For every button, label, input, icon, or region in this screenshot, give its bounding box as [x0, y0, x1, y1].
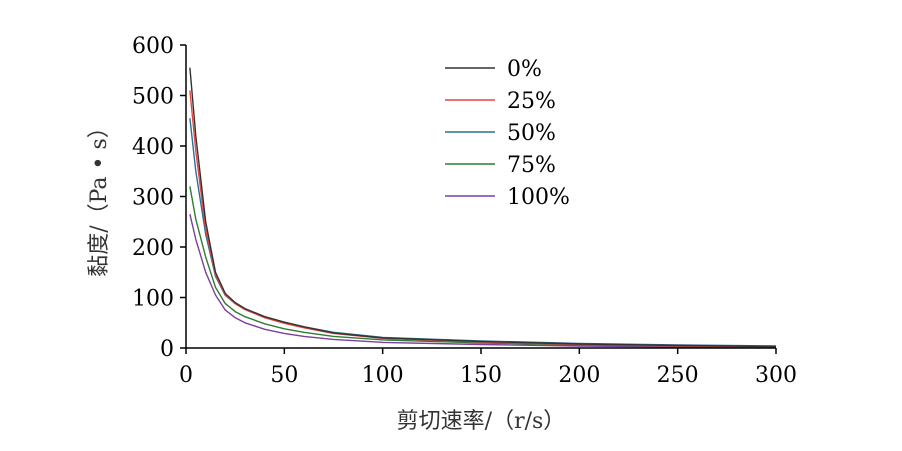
y-axis-title: 黏度/（Pa • s） [87, 116, 112, 277]
y-axis-ticks: 0 100 200 300 400 500 600 [132, 34, 186, 362]
plot-lines [189, 67, 777, 349]
y-tick-label: 600 [132, 34, 174, 59]
x-tick-label: 250 [657, 363, 699, 388]
y-tick-label: 200 [132, 236, 174, 261]
x-tick-label: 100 [362, 363, 404, 388]
y-tick-label: 300 [132, 186, 174, 211]
x-tick-label: 0 [179, 363, 193, 388]
x-tick-label: 50 [270, 363, 298, 388]
x-tick-label: 200 [558, 363, 600, 388]
y-tick-label: 100 [132, 287, 174, 312]
x-axis-ticks: 0 50 100 150 200 250 300 [179, 348, 797, 388]
series-line [189, 118, 777, 347]
legend-label: 75% [507, 153, 556, 178]
legend-label: 50% [507, 121, 556, 146]
y-tick-label: 0 [160, 337, 174, 362]
legend-label: 0% [507, 57, 542, 82]
series-line [189, 186, 777, 348]
x-tick-label: 150 [460, 363, 502, 388]
legend-label: 25% [507, 89, 556, 114]
x-tick-label: 300 [755, 363, 797, 388]
series-line [189, 214, 777, 349]
legend: 0% 25% 50% 75% 100% [445, 57, 570, 210]
series-line [189, 90, 777, 348]
x-axis-title: 剪切速率/（r/s） [397, 409, 566, 434]
y-tick-label: 400 [132, 135, 174, 160]
legend-label: 100% [507, 185, 570, 210]
series-line [189, 67, 777, 348]
y-tick-label: 500 [132, 85, 174, 110]
